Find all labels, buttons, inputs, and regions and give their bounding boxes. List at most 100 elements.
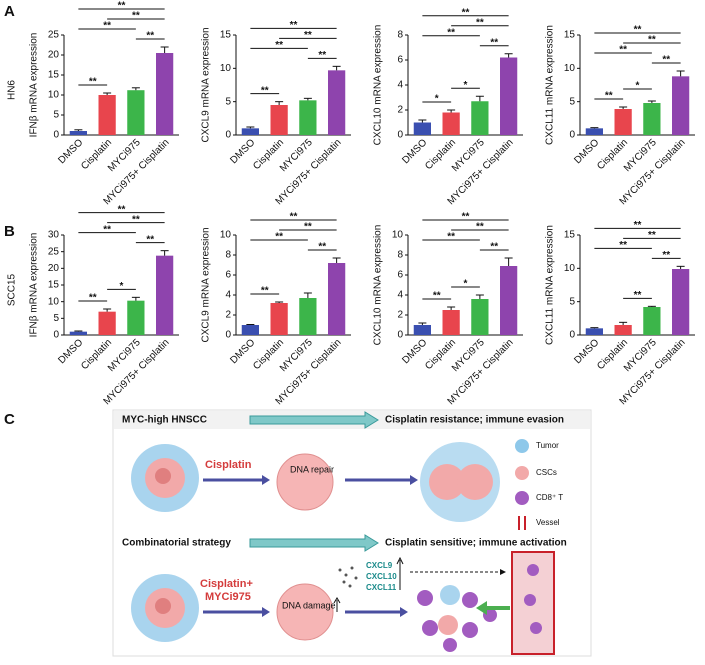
significance-label: ** <box>662 55 670 66</box>
bar <box>413 325 431 335</box>
significance-label: ** <box>462 212 470 223</box>
y-tick-label: 5 <box>53 110 59 121</box>
y-tick-label: 6 <box>225 270 231 281</box>
y-tick-label: 6 <box>397 55 403 66</box>
bar <box>69 331 87 335</box>
y-tick-label: 15 <box>48 280 60 291</box>
y-axis-label: IFNβ mRNA expression <box>29 233 40 338</box>
y-tick-label: 4 <box>397 290 403 301</box>
y-axis-label: CXCL11 mRNA expression <box>545 225 556 345</box>
significance-label: ** <box>318 242 326 253</box>
significance-label: ** <box>648 35 656 46</box>
significance-label: ** <box>447 27 455 38</box>
y-tick-label: 0 <box>397 330 403 341</box>
arrow <box>249 411 379 429</box>
y-tick-label: 2 <box>397 310 403 321</box>
significance-label: * <box>435 94 439 105</box>
bar <box>127 90 145 135</box>
significance-label: ** <box>318 50 326 61</box>
y-tick-label: 15 <box>48 70 60 81</box>
bar <box>614 325 632 335</box>
bar <box>328 70 346 135</box>
significance-label: * <box>636 81 640 92</box>
bar <box>270 105 288 135</box>
y-tick-label: 2 <box>397 105 403 116</box>
arrow-head <box>410 475 418 485</box>
y-tick-label: 5 <box>53 313 59 324</box>
bar <box>299 100 317 135</box>
significance-label: ** <box>132 11 140 22</box>
significance-label: ** <box>290 20 298 31</box>
row-outcome: Cisplatin sensitive; immune activation <box>385 538 567 549</box>
panel-label: C <box>4 411 15 428</box>
y-tick-label: 5 <box>225 96 231 107</box>
bar <box>156 53 174 135</box>
arrow-head <box>400 607 408 617</box>
y-axis-label: CXCL10 mRNA expression <box>373 25 384 146</box>
arrow <box>249 534 379 552</box>
legend-label: Tumor <box>536 441 559 450</box>
bar <box>413 122 431 135</box>
y-tick-label: 4 <box>397 80 403 91</box>
significance-label: ** <box>275 40 283 51</box>
significance-label: ** <box>275 232 283 243</box>
y-tick-label: 10 <box>564 63 576 74</box>
tumor-cluster <box>420 442 500 522</box>
significance-label: ** <box>261 286 269 297</box>
tumor-cluster <box>131 574 199 642</box>
significance-label: ** <box>634 290 642 301</box>
significance-label: ** <box>304 222 312 233</box>
process: DNA damage <box>282 600 336 610</box>
y-axis-label: CXCL9 mRNA expression <box>201 27 212 142</box>
row-title: Combinatorial strategy <box>122 538 231 549</box>
arrow-head <box>262 475 270 485</box>
legend-label: CD8⁺ T <box>536 493 563 502</box>
y-tick-label: 15 <box>564 30 576 41</box>
cell <box>276 583 334 641</box>
panel-label: B <box>4 223 15 240</box>
y-axis-label: CXCL9 mRNA expression <box>201 227 212 342</box>
chemokine-dots <box>338 566 358 588</box>
significance-label: ** <box>648 230 656 241</box>
y-tick-label: 20 <box>48 263 60 274</box>
tumor-cluster <box>131 444 199 512</box>
bar <box>98 95 116 135</box>
significance-label: ** <box>476 17 484 28</box>
bar <box>69 131 87 135</box>
bar <box>442 310 460 335</box>
y-tick-label: 2 <box>225 310 231 321</box>
significance-label: ** <box>662 250 670 261</box>
row-label: SCC15 <box>7 273 18 306</box>
y-tick-label: 0 <box>397 130 403 141</box>
y-tick-label: 25 <box>48 246 60 257</box>
y-tick-label: 5 <box>569 296 575 307</box>
legend-label: Vessel <box>536 518 560 527</box>
bar <box>471 101 489 135</box>
y-tick-label: 0 <box>569 330 575 341</box>
bar <box>241 325 259 335</box>
up-arrow <box>333 597 341 612</box>
significance-label: ** <box>103 224 111 235</box>
bar <box>585 328 603 335</box>
y-tick-label: 0 <box>53 130 59 141</box>
immune-cluster <box>417 585 497 652</box>
legend-icon <box>515 466 529 480</box>
cell <box>276 453 334 511</box>
significance-label: ** <box>476 222 484 233</box>
significance-label: ** <box>146 234 154 245</box>
bar <box>270 303 288 335</box>
significance-label: ** <box>634 25 642 36</box>
arrow-head <box>476 601 487 615</box>
y-tick-label: 15 <box>564 230 576 241</box>
vessel-cells <box>524 564 542 634</box>
row-title: MYC-high HNSCC <box>122 415 207 426</box>
significance-label: ** <box>634 220 642 231</box>
significance-label: * <box>464 279 468 290</box>
bar <box>471 299 489 335</box>
y-tick-label: 0 <box>225 130 231 141</box>
process: DNA repair <box>290 464 334 474</box>
legend-label: CSCs <box>536 468 557 477</box>
chemokine: CXCL11 <box>366 583 397 592</box>
